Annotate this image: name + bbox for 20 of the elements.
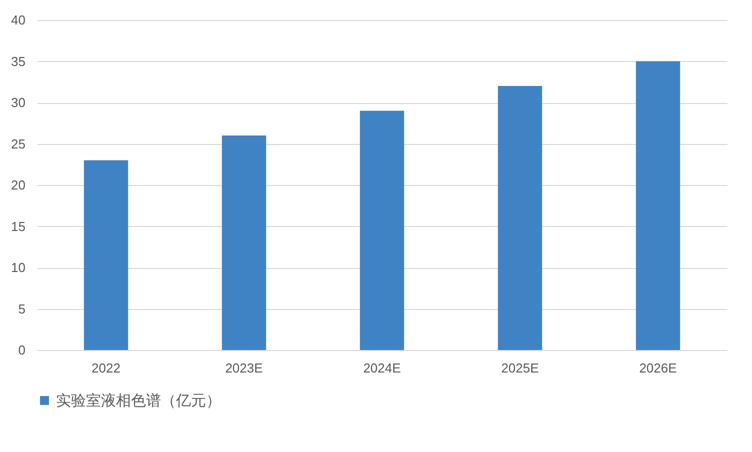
y-tick-label: 0 — [18, 342, 26, 358]
y-tick-label: 25 — [11, 136, 26, 152]
bar — [84, 160, 128, 350]
bar — [360, 110, 404, 350]
x-tick-label: 2026E — [639, 360, 678, 376]
bar — [636, 61, 680, 350]
y-tick-label: 40 — [11, 12, 26, 28]
x-tick-label: 2022 — [92, 360, 120, 376]
legend-label: 实验室液相色谱（亿元） — [56, 392, 221, 410]
x-tick-label: 2025E — [501, 360, 540, 376]
y-tick-label: 10 — [11, 260, 26, 275]
x-tick-label: 2023E — [225, 360, 264, 376]
y-tick-label: 30 — [11, 95, 26, 110]
y-tick-label: 15 — [11, 218, 26, 234]
bar — [498, 86, 542, 350]
bar — [222, 136, 266, 350]
x-tick-label: 2024E — [363, 360, 402, 376]
y-tick-label: 35 — [11, 54, 26, 69]
y-tick-label: 20 — [11, 178, 26, 192]
y-tick-label: 5 — [18, 301, 26, 316]
